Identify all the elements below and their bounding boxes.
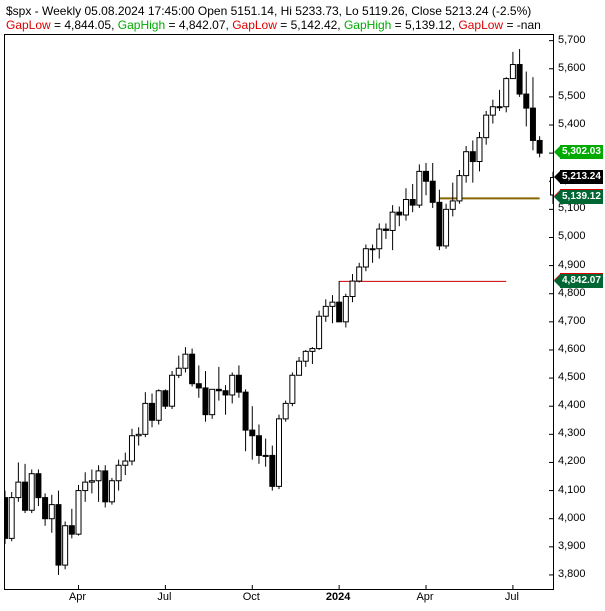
y-tick-label: 4,900: [558, 259, 586, 271]
y-tick-label: 4,400: [558, 399, 586, 411]
header-text: = 4,842.07,: [165, 18, 232, 32]
header-text: $spx - Weekly 05.08.2024 17:45:00 Open 5…: [6, 4, 531, 18]
header-text: = -nan: [503, 18, 541, 32]
header-text: GapLow: [6, 18, 51, 32]
header-text: GapLow: [458, 18, 503, 32]
y-tick-label: 5,500: [558, 90, 586, 102]
candlestick-chart: [4, 34, 554, 590]
y-tick-label: 3,900: [558, 540, 586, 552]
header-line-2: GapLow = 4,844.05, GapHigh = 4,842.07, G…: [6, 18, 541, 32]
header-text: = 5,139.12,: [391, 18, 458, 32]
price-flag: 5,139.12: [560, 190, 603, 204]
header-text: GapHigh: [118, 18, 165, 32]
y-tick-label: 5,000: [558, 230, 586, 242]
x-tick-label: Jul: [157, 591, 171, 603]
y-tick-label: 4,800: [558, 287, 586, 299]
x-tick-label: Apr: [69, 591, 86, 603]
y-tick-label: 4,000: [558, 512, 586, 524]
y-tick-label: 4,100: [558, 484, 586, 496]
y-tick-label: 4,700: [558, 315, 586, 327]
price-flag: 5,302.03: [560, 145, 603, 159]
y-tick-label: 4,300: [558, 427, 586, 439]
y-tick-label: 3,800: [558, 568, 586, 580]
chart-svg: [5, 35, 553, 589]
header-text: = 5,142.42,: [277, 18, 344, 32]
price-flag: 4,842.07: [560, 274, 603, 288]
header-text: = 4,844.05,: [51, 18, 118, 32]
chart-canvas: $spx - Weekly 05.08.2024 17:45:00 Open 5…: [0, 0, 605, 611]
x-tick-label: Jul: [505, 591, 519, 603]
y-tick-label: 4,200: [558, 455, 586, 467]
header-line-1: $spx - Weekly 05.08.2024 17:45:00 Open 5…: [6, 4, 531, 18]
y-tick-label: 5,400: [558, 118, 586, 130]
price-flag: 5,213.24: [560, 170, 603, 184]
y-tick-label: 4,500: [558, 371, 586, 383]
y-tick-label: 5,700: [558, 34, 586, 46]
header-text: GapLow: [232, 18, 277, 32]
x-tick-label: Apr: [416, 591, 433, 603]
header-text: GapHigh: [344, 18, 391, 32]
y-tick-label: 4,600: [558, 343, 586, 355]
x-tick-label: Oct: [243, 591, 260, 603]
y-tick-label: 5,600: [558, 62, 586, 74]
x-tick-label: 2024: [326, 591, 350, 603]
